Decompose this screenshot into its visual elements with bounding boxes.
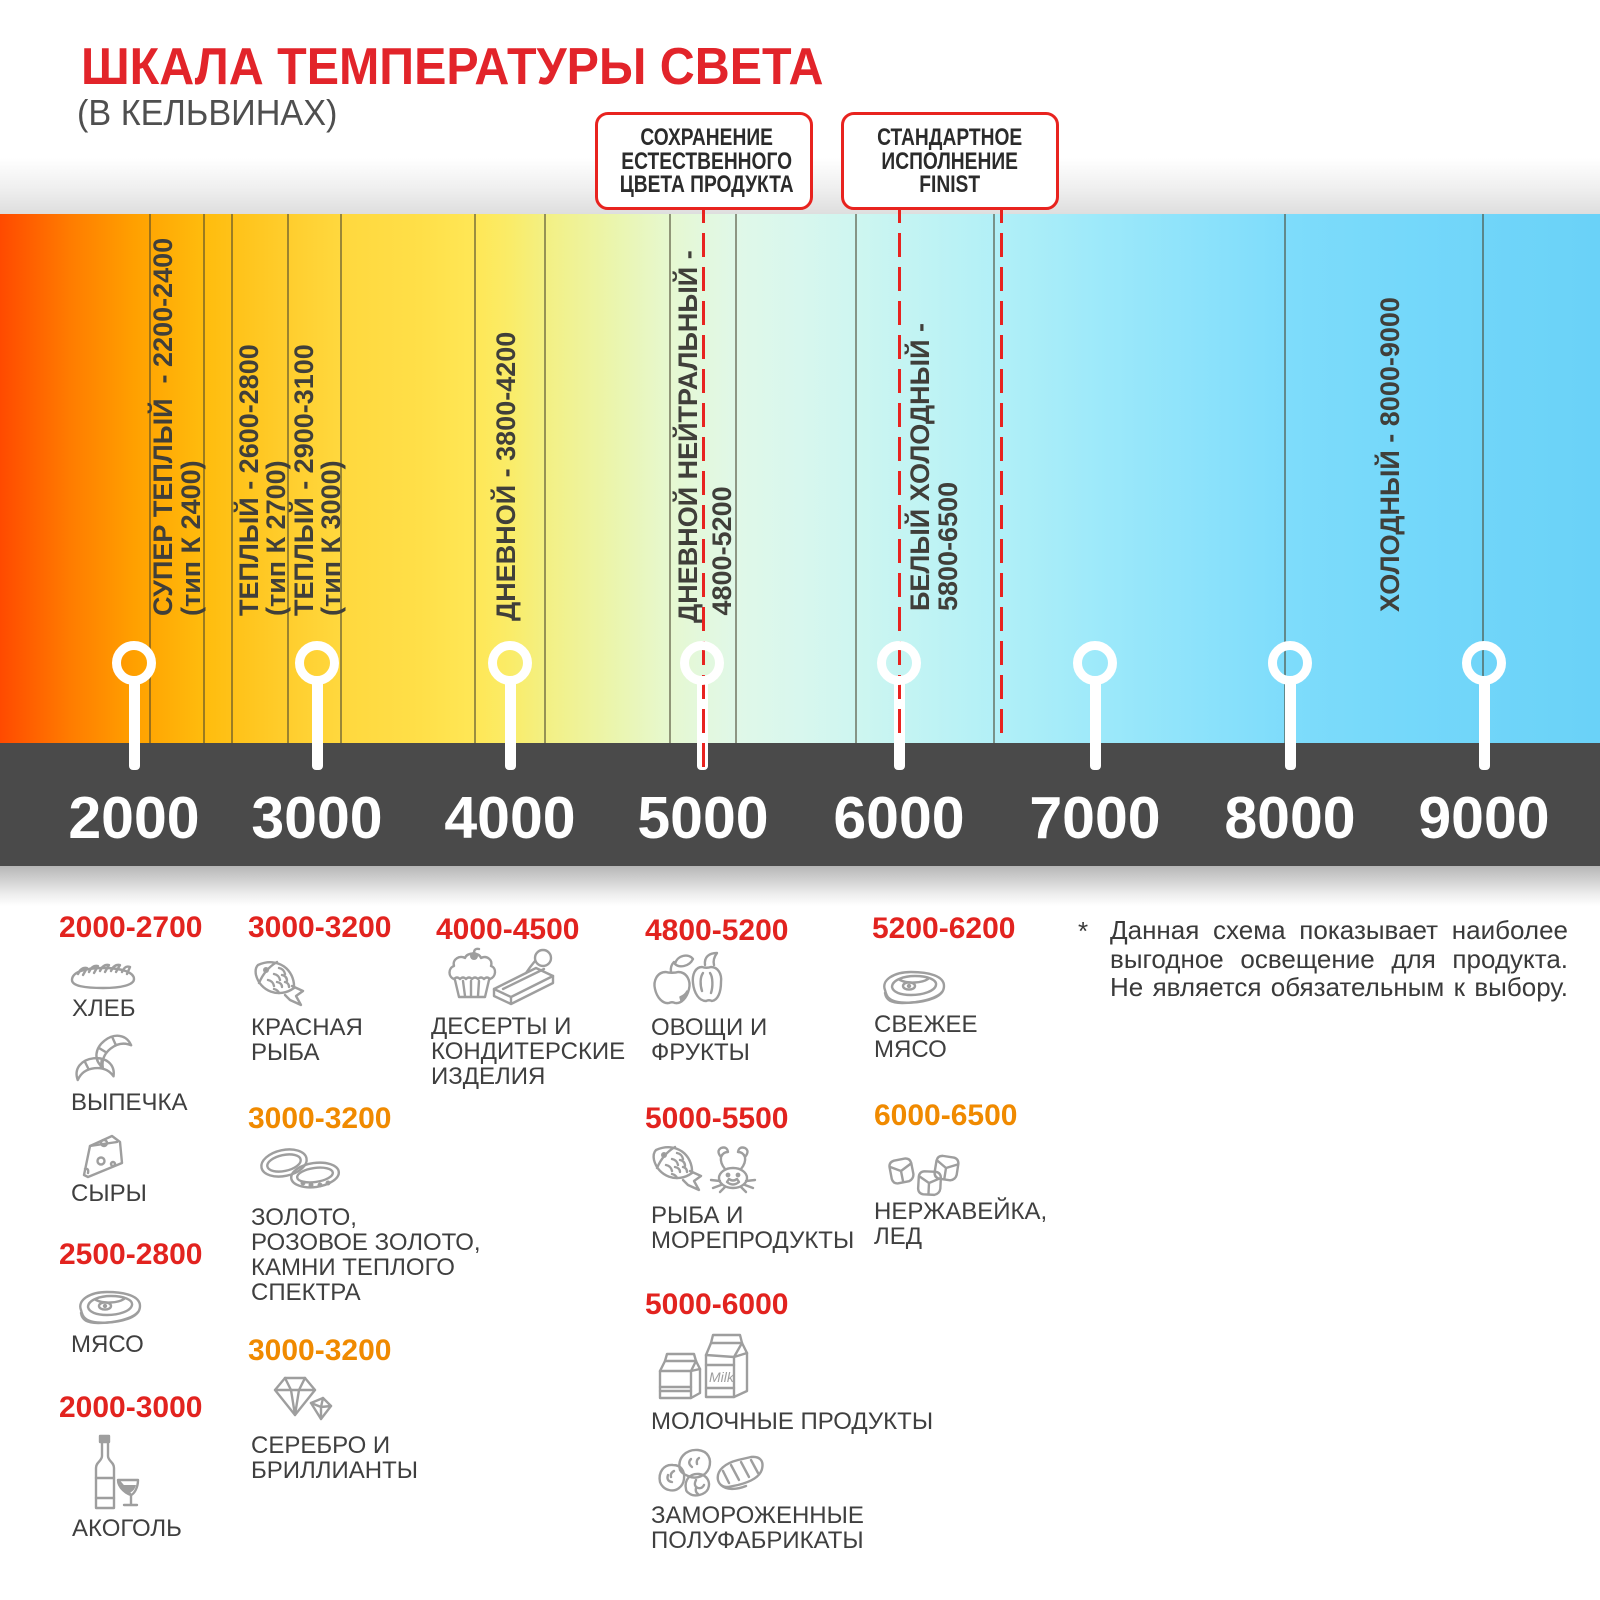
svg-text:Milk: Milk — [709, 1369, 735, 1385]
